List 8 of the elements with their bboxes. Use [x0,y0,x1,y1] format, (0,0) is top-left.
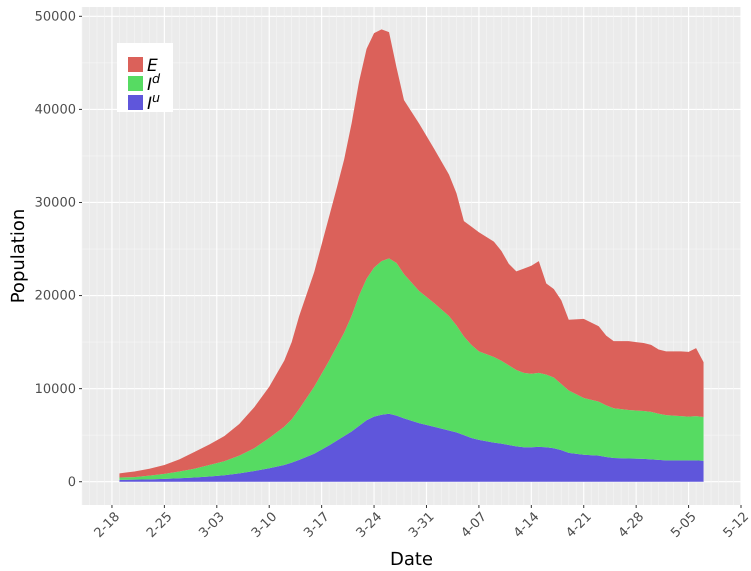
y-tick-label: 30000 [34,196,76,211]
y-tick-label: 10000 [34,382,76,397]
y-tick-label: 50000 [34,9,76,24]
x-axis-title: Date [390,549,434,570]
y-tick-label: 0 [68,474,76,490]
y-tick-label: 20000 [34,288,76,304]
y-tick-label: 40000 [34,102,76,118]
y-axis-title: Population [8,208,29,304]
